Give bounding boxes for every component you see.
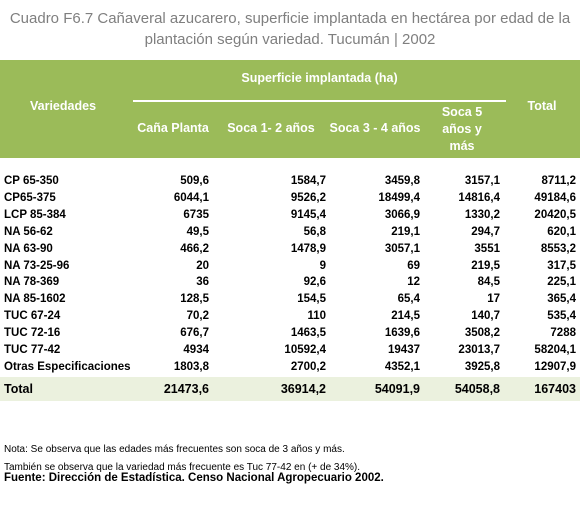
- row-value: 65,4: [397, 293, 420, 306]
- row-value: 294,7: [471, 225, 500, 238]
- row-value: 3551: [474, 242, 500, 255]
- row-value: 3157,1: [464, 175, 500, 187]
- row-value: 1584,7: [290, 175, 326, 187]
- row-value: 20: [196, 259, 209, 272]
- row-value: 154,5: [297, 293, 326, 306]
- row-value: 4934: [183, 344, 209, 356]
- row-value: 12: [407, 276, 420, 289]
- column-header: Caña Planta: [137, 121, 209, 135]
- row-label: NA 56-62: [4, 225, 53, 238]
- row-value: 219,5: [471, 259, 500, 272]
- row-value: 128,5: [180, 293, 209, 306]
- total-label: Total: [4, 382, 33, 396]
- row-value: 9145,4: [290, 208, 326, 221]
- row-value: 3508,2: [464, 327, 500, 340]
- row-value: 92,6: [303, 276, 326, 289]
- row-value: 365,4: [547, 293, 576, 306]
- row-label: NA 73-25-96: [4, 259, 70, 272]
- row-value: 8711,2: [541, 175, 576, 187]
- header-total: Total: [527, 99, 557, 113]
- row-label: CP 65-350: [4, 175, 59, 187]
- row-label: NA 85-1602: [4, 293, 66, 306]
- row-value: 20420,5: [534, 208, 576, 221]
- row-value: 110: [307, 310, 326, 323]
- row-value: 23013,7: [458, 344, 500, 356]
- row-label: Otras Especificaciones: [4, 360, 131, 373]
- row-value: 2700,2: [290, 360, 326, 373]
- title: Cuadro F6.7 Cañaveral azucarero, superfi…: [9, 10, 571, 48]
- row-value: 1478,9: [290, 242, 326, 255]
- row-value: 70,2: [186, 310, 209, 323]
- row-value: 1803,8: [173, 360, 209, 373]
- row-value: 12907,9: [534, 360, 576, 373]
- row-value: 3925,8: [464, 360, 500, 373]
- column-header: Soca 5 años y más: [441, 105, 483, 153]
- note: También se observa que la variedad más f…: [4, 462, 361, 473]
- row-value: 69: [407, 259, 420, 272]
- row-label: NA 78-369: [4, 276, 60, 289]
- total-value: 54058,8: [454, 382, 500, 396]
- row-value: 535,4: [547, 310, 576, 323]
- row-value: 6044,1: [173, 191, 209, 204]
- note: Nota: Se observa que las edades más frec…: [4, 444, 345, 455]
- row-value: 14816,4: [458, 191, 500, 204]
- row-value: 49184,6: [534, 191, 576, 204]
- total-value: 36914,2: [280, 382, 326, 396]
- header-group: Superficie implantada (ha): [241, 71, 398, 85]
- row-value: 4352,1: [384, 360, 420, 373]
- source: Fuente: Dirección de Estadística. Censo …: [4, 472, 384, 484]
- row-value: 214,5: [391, 310, 420, 323]
- row-label: TUC 72-16: [4, 327, 61, 340]
- row-value: 225,1: [547, 276, 576, 289]
- row-value: 1639,6: [384, 327, 420, 340]
- row-value: 9: [319, 259, 326, 272]
- row-value: 84,5: [477, 276, 500, 289]
- row-value: 19437: [388, 344, 420, 356]
- row-value: 56,8: [303, 225, 326, 238]
- row-value: 1463,5: [290, 327, 326, 340]
- header-variety: Variedades: [30, 99, 97, 113]
- total-value: 167403: [534, 382, 576, 396]
- total-value: 54091,9: [374, 382, 420, 396]
- row-value: 18499,4: [378, 191, 420, 204]
- row-value: 58204,1: [534, 344, 576, 356]
- row-value: 10592,4: [284, 344, 326, 356]
- total-value: 21473,6: [163, 382, 209, 396]
- row-value: 6735: [183, 208, 209, 221]
- row-value: 17: [487, 293, 500, 306]
- row-value: 8553,2: [540, 242, 576, 255]
- row-value: 620,1: [547, 225, 576, 238]
- row-value: 509,6: [180, 175, 209, 187]
- row-label: TUC 77-42: [4, 344, 61, 356]
- row-label: LCP 85-384: [4, 208, 66, 221]
- row-value: 3459,8: [384, 175, 420, 187]
- row-value: 1330,2: [464, 208, 500, 221]
- row-label: TUC 67-24: [4, 310, 61, 323]
- row-value: 219,1: [391, 225, 420, 238]
- row-value: 3057,1: [384, 242, 420, 255]
- row-value: 317,5: [547, 259, 576, 272]
- total-background: [0, 377, 580, 401]
- row-label: CP65-375: [4, 191, 56, 204]
- column-header: Soca 1- 2 años: [227, 121, 315, 135]
- row-value: 466,2: [180, 242, 209, 255]
- header-rule: [133, 100, 506, 102]
- row-value: 9526,2: [290, 191, 326, 204]
- column-header: Soca 3 - 4 años: [329, 121, 421, 135]
- row-label: NA 63-90: [4, 242, 53, 255]
- row-value: 140,7: [471, 310, 500, 323]
- row-value: 676,7: [180, 327, 209, 340]
- row-value: 7288: [550, 327, 576, 340]
- row-value: 49,5: [186, 225, 209, 238]
- row-value: 36: [196, 276, 209, 289]
- header-background: [0, 60, 580, 158]
- row-value: 3066,9: [384, 208, 420, 221]
